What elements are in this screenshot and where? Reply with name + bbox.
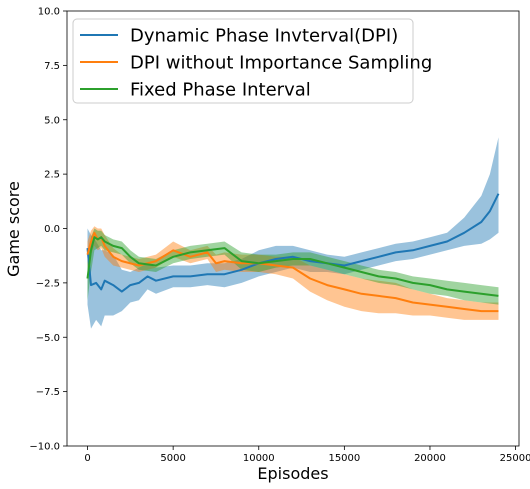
legend-box (72, 18, 414, 104)
legend-label: Fixed Phase Interval (130, 80, 311, 101)
legend-label: DPI without Importance Sampling (130, 53, 432, 74)
line-dpi-without-importance-sampling (86, 231, 499, 313)
y-tick-label: 2.5 (44, 170, 60, 181)
x-tick-label: 5000 (160, 453, 185, 464)
y-axis-label: Game score (4, 181, 23, 277)
legend-label: Dynamic Phase Invterval(DPI) (130, 26, 398, 47)
y-tick-label: −7.5 (36, 387, 60, 398)
series-lines (86, 193, 500, 313)
band-fixed-phase-interval (87, 228, 499, 305)
y-tick-label: 7.5 (44, 61, 60, 72)
x-tick-label: 15000 (328, 453, 360, 464)
band-dynamic-phase-invterval-dpi (87, 137, 499, 329)
confidence-bands (87, 137, 499, 329)
x-tick-label: 0 (84, 453, 90, 464)
y-tick-label: 0.0 (44, 224, 60, 235)
y-tick-label: 5.0 (44, 115, 60, 126)
x-axis-label: Episodes (257, 464, 328, 483)
y-tick-label: 10.0 (38, 7, 60, 18)
legend: Dynamic Phase Invterval(DPI) DPI without … (72, 18, 432, 104)
line-fixed-phase-interval (86, 236, 499, 297)
y-tick-label: −5.0 (36, 333, 60, 344)
band-dpi-without-importance-sampling (87, 226, 499, 320)
x-tick-label: 10000 (243, 453, 275, 464)
y-tick-label: −2.5 (36, 278, 60, 289)
y-tick-label: −10.0 (29, 442, 60, 453)
x-axis-ticks: 0 5000 10000 15000 20000 25000 (84, 446, 530, 464)
y-axis-ticks: −10.0 −7.5 −5.0 −2.5 0.0 2.5 5.0 7.5 10.0 (29, 7, 67, 453)
x-tick-label: 25000 (500, 453, 530, 464)
line-dynamic-phase-invterval-dpi (86, 193, 500, 293)
x-tick-label: 20000 (414, 453, 446, 464)
